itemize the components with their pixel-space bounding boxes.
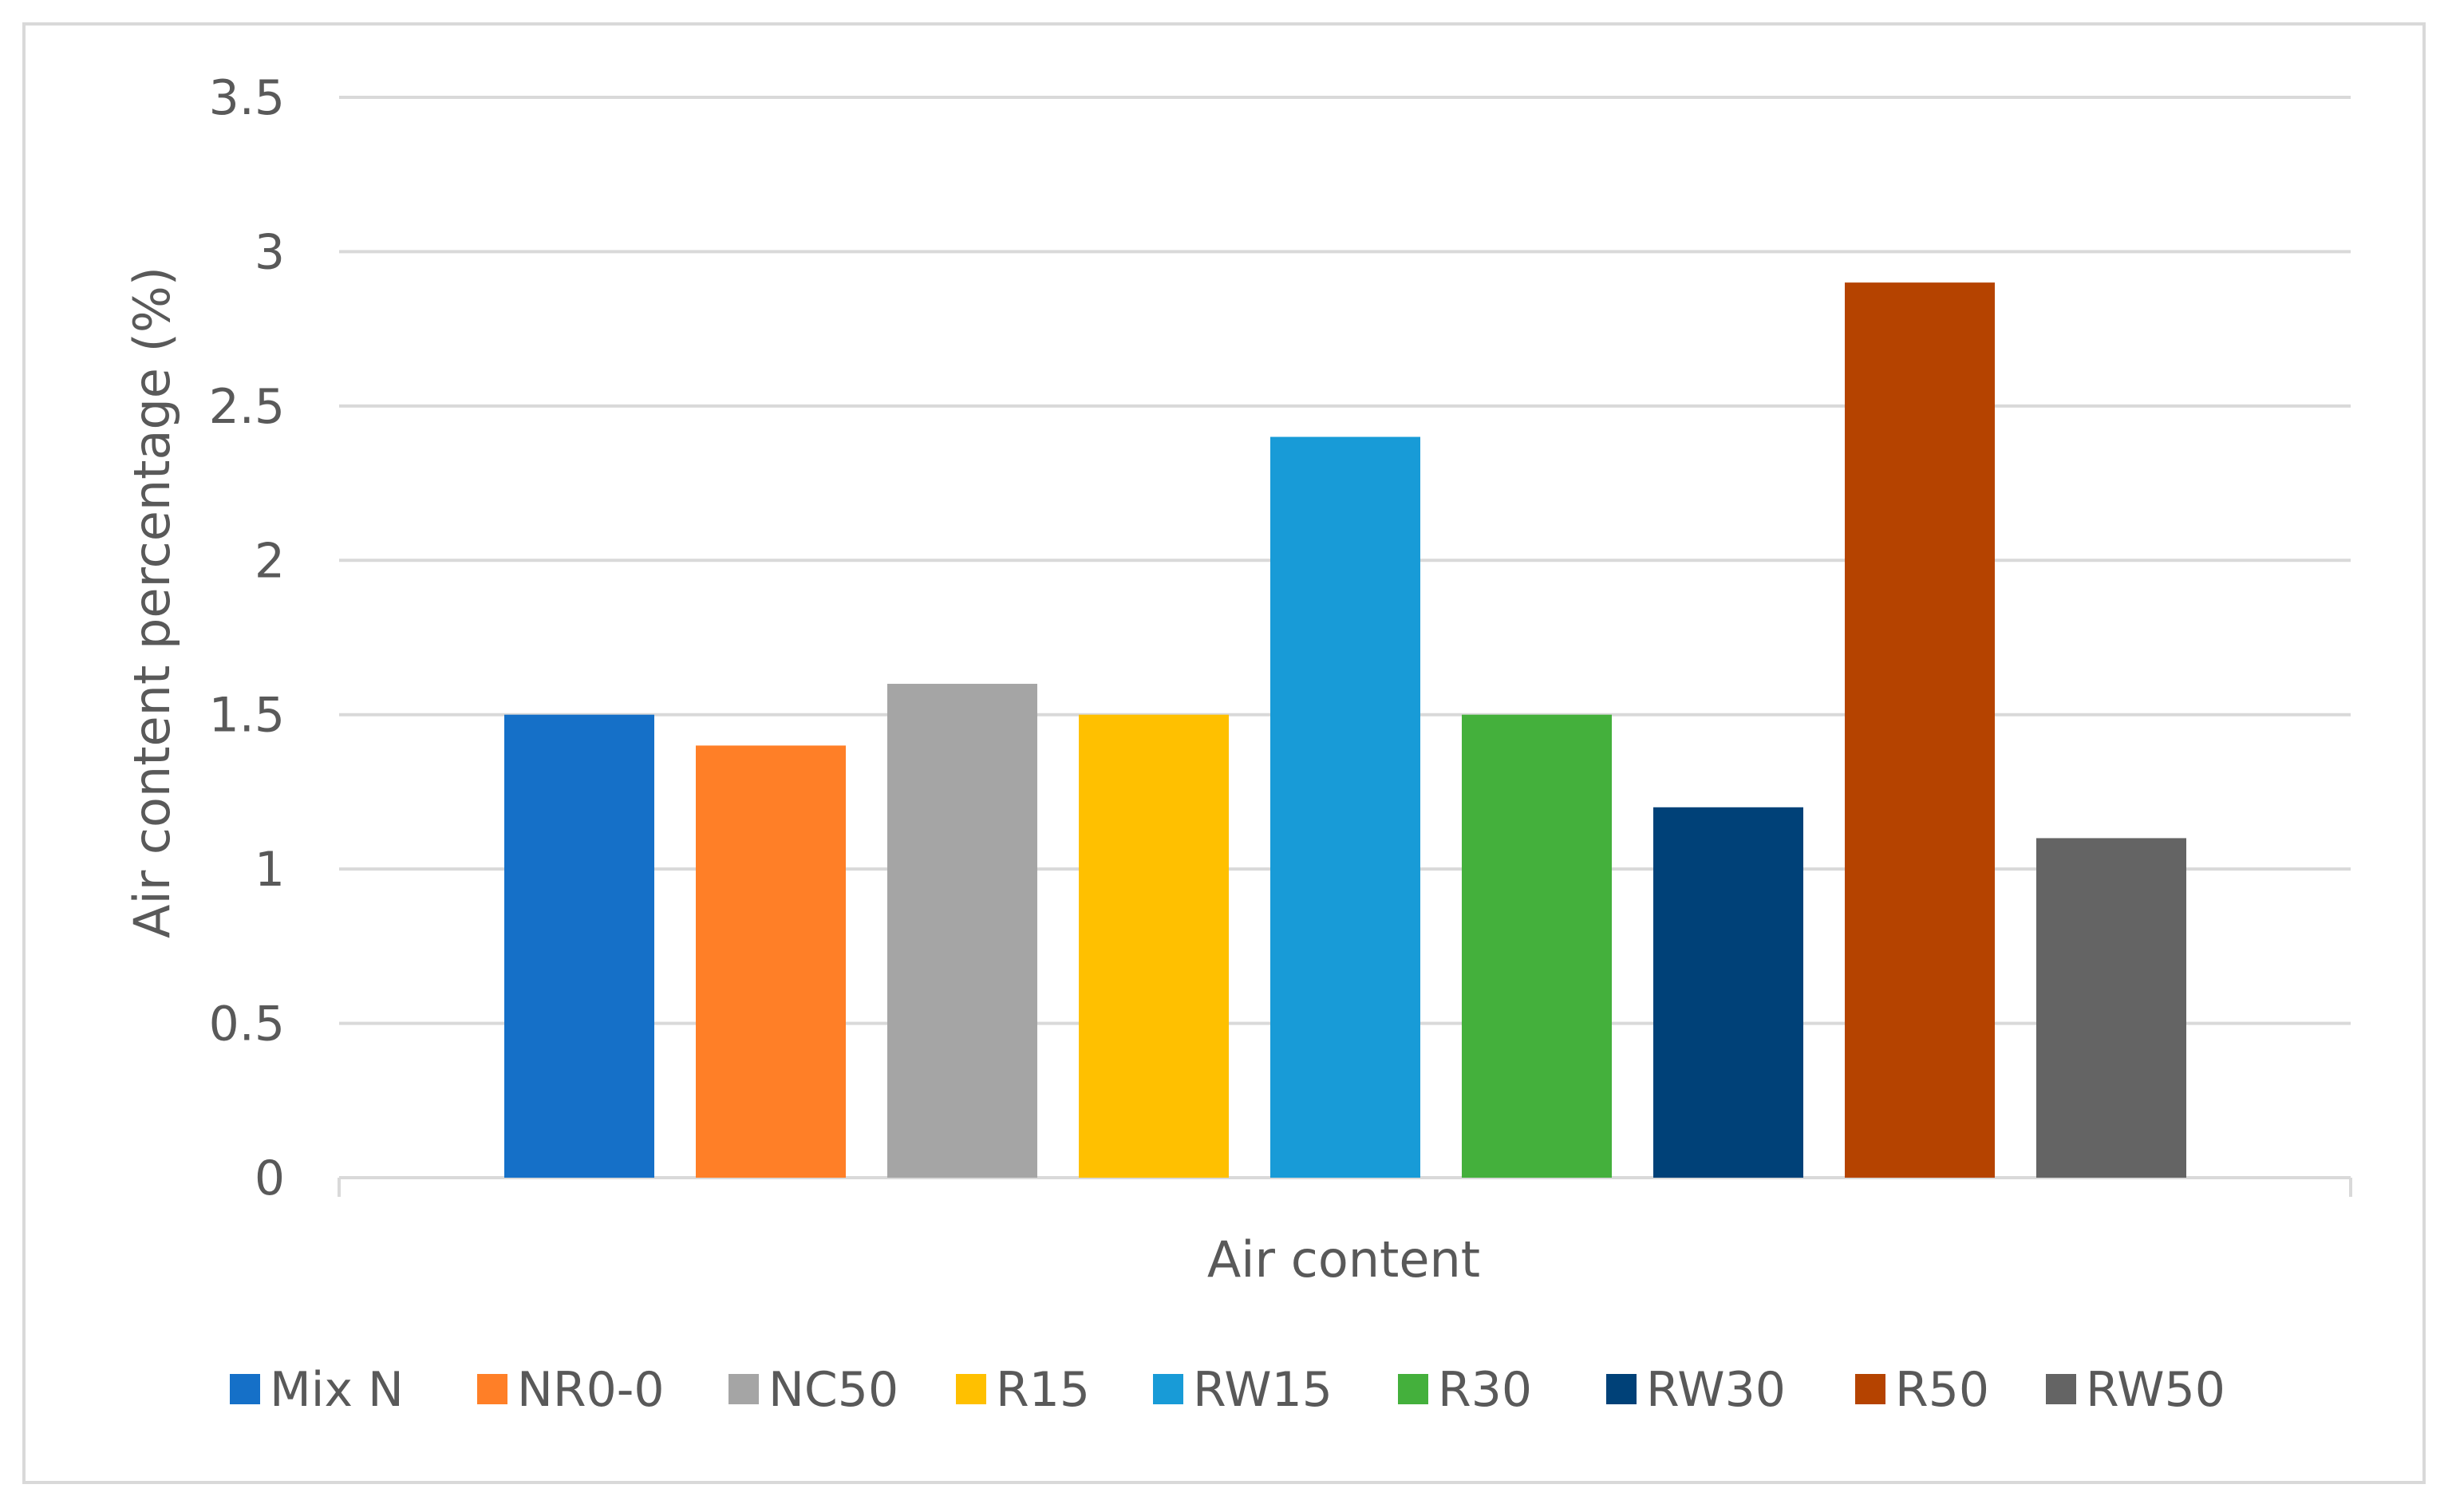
legend-label: Mix N [270,1362,404,1418]
legend-swatch [1398,1374,1428,1404]
bar-r50 [1845,282,1995,1178]
legend-item: RW30 [1606,1362,1786,1418]
y-tick-label: 1.5 [209,688,285,744]
legend-label: RW30 [1646,1362,1786,1418]
legend-label: R15 [996,1362,1090,1418]
legend-swatch [1606,1374,1637,1404]
bar-rw15 [1270,436,1420,1178]
bar-nr0-0 [696,745,846,1178]
legend-label: RW50 [2086,1362,2225,1418]
legend-item: NC50 [728,1362,898,1418]
y-tick-label: 2.5 [209,379,285,435]
x-axis-title: Air content [1207,1230,1480,1289]
bar-rw30 [1653,807,1803,1178]
legend-label: NR0-0 [517,1362,665,1418]
legend-item: RW15 [1153,1362,1333,1418]
bar-nc50 [887,684,1037,1178]
legend-swatch [2046,1374,2076,1404]
y-tick-label: 0 [255,1151,285,1206]
legend-swatch [1153,1374,1183,1404]
legend-item: R15 [956,1362,1090,1418]
bar-r30 [1462,714,1612,1178]
bar-rw50 [2036,838,2186,1178]
legend-swatch [477,1374,507,1404]
legend-label: RW15 [1193,1362,1333,1418]
y-tick-label: 3.5 [209,70,285,126]
legend-swatch [728,1374,759,1404]
legend-item: R50 [1855,1362,1989,1418]
legend-label: R50 [1895,1362,1989,1418]
y-tick-label: 1 [255,842,285,898]
y-tick-label: 3 [255,224,285,280]
y-tick-label: 2 [255,533,285,589]
legend-label: R30 [1438,1362,1532,1418]
legend-swatch [230,1374,260,1404]
bar-r15 [1079,714,1229,1178]
legend-item: R30 [1398,1362,1532,1418]
legend-label: NC50 [768,1362,898,1418]
legend-item: RW50 [2046,1362,2225,1418]
legend-swatch [956,1374,986,1404]
legend-swatch [1855,1374,1885,1404]
y-axis-title: Air content percentage (%) [123,266,181,938]
y-tick-label: 0.5 [209,997,285,1052]
legend-item: NR0-0 [477,1362,665,1418]
bar-mix-n [504,714,654,1178]
legend-item: Mix N [230,1362,404,1418]
